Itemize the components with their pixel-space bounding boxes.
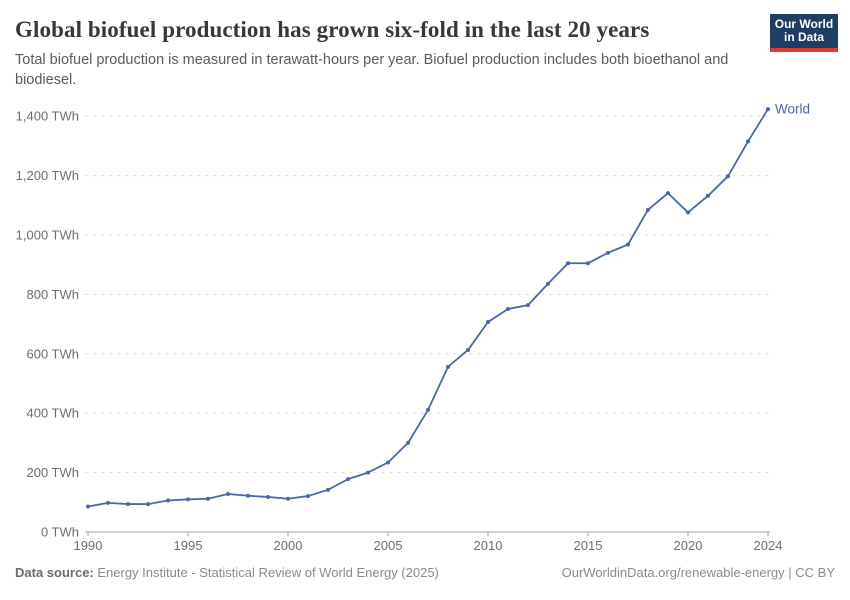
y-tick-label: 600 TWh bbox=[26, 346, 79, 361]
data-point-marker bbox=[486, 320, 490, 325]
data-point-marker bbox=[606, 250, 610, 255]
data-point-marker bbox=[266, 494, 270, 499]
data-point-marker bbox=[186, 497, 190, 502]
data-point-marker bbox=[386, 460, 390, 465]
x-tick-label: 2020 bbox=[674, 538, 703, 553]
data-point-marker bbox=[766, 107, 770, 112]
y-tick-label: 800 TWh bbox=[26, 287, 79, 302]
data-source-line: Data source: Energy Institute - Statisti… bbox=[15, 565, 439, 580]
data-point-marker bbox=[726, 174, 730, 179]
data-point-marker bbox=[166, 498, 170, 503]
y-tick-label: 1,200 TWh bbox=[16, 168, 79, 183]
data-point-marker bbox=[446, 364, 450, 369]
data-point-marker bbox=[646, 207, 650, 212]
data-point-marker bbox=[346, 477, 350, 482]
data-point-marker bbox=[306, 494, 310, 499]
x-tick-label: 2005 bbox=[374, 538, 403, 553]
data-point-marker bbox=[86, 504, 90, 509]
series-line bbox=[87, 108, 769, 508]
data-point-marker bbox=[326, 487, 330, 492]
data-point-marker bbox=[466, 347, 470, 352]
credit-url-link[interactable]: OurWorldinData.org/renewable-energy bbox=[561, 565, 785, 580]
data-point-marker bbox=[746, 139, 750, 144]
x-tick-label: 1990 bbox=[74, 538, 103, 553]
data-point-marker bbox=[106, 500, 110, 505]
data-point-marker bbox=[226, 491, 230, 496]
page-subtitle: Total biofuel production is measured in … bbox=[15, 52, 729, 88]
x-tick-label: 1995 bbox=[174, 538, 203, 553]
data-point-marker bbox=[366, 470, 370, 475]
data-point-marker bbox=[286, 496, 290, 501]
data-point-marker bbox=[546, 281, 550, 286]
data-point-marker bbox=[706, 193, 710, 198]
data-point-marker bbox=[686, 210, 690, 215]
data-point-marker bbox=[206, 496, 210, 501]
series-end-label: World bbox=[775, 102, 810, 117]
data-point-marker bbox=[426, 407, 430, 412]
y-tick-label: 1,400 TWh bbox=[16, 109, 79, 124]
data-point-marker bbox=[666, 191, 670, 196]
data-source-label: Data source: bbox=[15, 565, 94, 580]
data-point-marker bbox=[246, 493, 250, 498]
owid-logo[interactable]: Our World in Data bbox=[770, 14, 838, 52]
owid-logo-line2: in Data bbox=[783, 30, 824, 44]
chart-footer: Data source: Energy Institute - Statisti… bbox=[15, 565, 835, 580]
owid-logo-line1: Our World bbox=[774, 16, 834, 31]
data-point-marker bbox=[146, 502, 150, 507]
data-source-text: Energy Institute - Statistical Review of… bbox=[93, 565, 439, 580]
page-title: Global biofuel production has grown six-… bbox=[15, 17, 650, 42]
credit-license: | CC BY bbox=[784, 565, 835, 580]
credit-line: OurWorldinData.org/renewable-energy | CC… bbox=[562, 565, 835, 580]
y-tick-label: 0 TWh bbox=[41, 525, 79, 540]
y-tick-label: 400 TWh bbox=[26, 406, 79, 421]
y-tick-label: 1,000 TWh bbox=[16, 228, 79, 243]
x-tick-label: 2000 bbox=[274, 538, 303, 553]
chart-canvas: 0 TWh 200 TWh 400 TWh 600 TWh 800 TWh 1,000 T… bbox=[16, 102, 810, 553]
x-tick-label: 2024 bbox=[754, 538, 783, 553]
data-point-marker bbox=[506, 306, 510, 311]
data-point-marker bbox=[566, 261, 570, 266]
y-tick-label: 200 TWh bbox=[26, 465, 79, 480]
data-point-marker bbox=[126, 502, 130, 507]
x-tick-label: 2015 bbox=[574, 538, 603, 553]
data-point-marker bbox=[526, 303, 530, 308]
data-point-marker bbox=[406, 440, 410, 445]
data-point-marker bbox=[626, 242, 630, 247]
x-tick-label: 2010 bbox=[474, 538, 503, 553]
data-point-marker bbox=[586, 261, 590, 266]
